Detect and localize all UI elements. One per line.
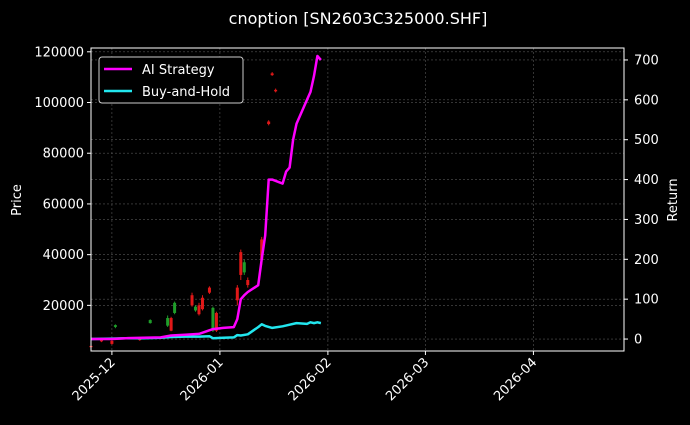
candle-body [166,318,170,326]
legend-label-buy-and-hold: Buy-and-Hold [142,85,230,100]
tick-label-left: 60000 [43,197,84,212]
left-y-axis: 20000 40000 60000 80000 100000 120000 [34,45,91,314]
tick-label-left: 80000 [43,147,84,162]
candle-body [169,318,173,331]
legend-label-ai-strategy: AI Strategy [142,63,215,78]
tick-label-right: 200 [634,253,659,268]
tick-label-right: 700 [634,53,659,68]
candle-body [267,121,271,125]
tick-label-right: 0 [634,333,642,348]
candle-body [113,325,117,327]
y-axis-label-left: Price [10,184,25,216]
tick-label-left: 120000 [34,45,84,60]
tick-label-left: 100000 [34,96,84,111]
ai-strategy-line [91,54,322,341]
candle-body [242,262,246,273]
y-axis-label-right: Return [666,178,681,221]
candle-body [194,306,198,311]
candlesticks [89,72,278,348]
tick-label-left: 20000 [43,299,84,314]
candle-body [211,307,215,331]
legend: AI Strategy Buy-and-Hold [98,56,244,104]
tick-label-left: 40000 [43,248,84,263]
legend-box [98,56,244,104]
candle-body [214,312,218,331]
tick-label-right: 600 [634,93,659,108]
chart-title: cnoption [SN2603C325000.SHF] [229,9,488,28]
candle-body [200,297,204,310]
right-y-axis: 0 100 200 300 400 500 600 700 [624,53,659,348]
tick-label-right: 100 [634,293,659,308]
candle-body [239,252,243,275]
candle-body [235,287,239,301]
tick-label-right: 400 [634,173,659,188]
candle-body [246,280,250,286]
candle-body [260,239,264,260]
series-lines [90,54,322,341]
candle-body [270,73,274,76]
candle-body [197,305,201,315]
candle-body [148,320,152,324]
tick-label-right: 300 [634,213,659,228]
candle-body [274,89,278,92]
candle-body [207,287,211,293]
candle-body [190,295,194,306]
tick-label-right: 500 [634,133,659,148]
candle-body [110,340,114,344]
plot-frame [90,47,625,352]
candle-body [173,302,177,313]
